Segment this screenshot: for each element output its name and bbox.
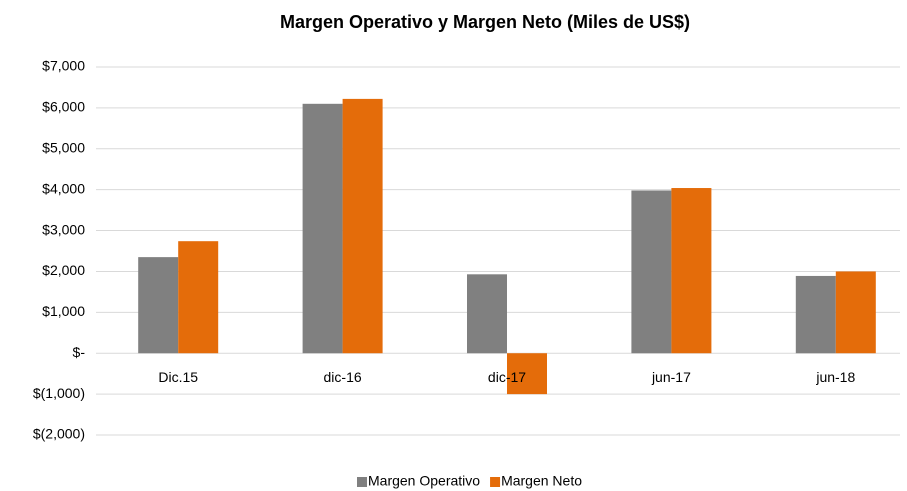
legend-label: Margen Neto: [501, 473, 582, 489]
bar: [178, 241, 219, 354]
bar: [138, 257, 179, 354]
legend-swatch: [490, 477, 501, 487]
y-tick-label: $5,000: [42, 139, 85, 155]
y-tick-label: $(2,000): [33, 426, 85, 442]
y-tick-label: $(1,000): [33, 385, 85, 401]
bar: [671, 188, 712, 354]
bar: [302, 103, 343, 354]
y-tick-label: $-: [73, 344, 86, 360]
bar: [795, 275, 836, 354]
bar: [342, 98, 383, 354]
y-tick-label: $3,000: [42, 221, 85, 237]
y-tick-label: $1,000: [42, 303, 85, 319]
y-tick-label: $6,000: [42, 99, 85, 115]
y-tick-label: $2,000: [42, 262, 85, 278]
legend-label: Margen Operativo: [368, 473, 480, 489]
bar: [835, 271, 876, 354]
legend-swatch: [357, 477, 367, 487]
x-tick-label: jun-17: [651, 369, 691, 385]
y-tick-label: $7,000: [42, 58, 85, 74]
x-tick-label: dic-17: [488, 369, 526, 385]
x-tick-label: jun-18: [815, 369, 855, 385]
bar: [507, 353, 547, 395]
bar: [631, 190, 672, 354]
x-tick-label: Dic.15: [158, 369, 198, 385]
x-tick-label: dic-16: [324, 369, 362, 385]
bar: [467, 274, 507, 354]
y-tick-label: $4,000: [42, 180, 85, 196]
chart-title: Margen Operativo y Margen Neto (Miles de…: [280, 12, 690, 32]
